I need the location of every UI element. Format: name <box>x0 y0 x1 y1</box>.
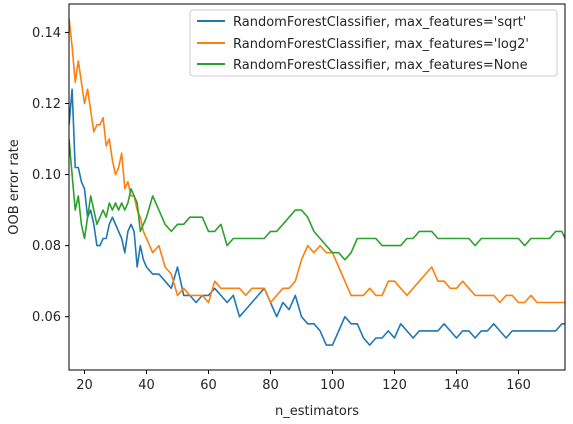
x-tick-label: 160 <box>506 378 531 393</box>
legend-label-sqrt: RandomForestClassifier, max_features='sq… <box>233 15 526 30</box>
x-tick-label: 80 <box>262 378 279 393</box>
x-tick-label: 40 <box>138 378 155 393</box>
y-tick-label: 0.06 <box>32 310 61 325</box>
series-line-sqrt <box>69 89 565 345</box>
legend-label-log2: RandomForestClassifier, max_features='lo… <box>233 37 529 52</box>
y-tick-label: 0.10 <box>32 168 61 183</box>
y-tick-label: 0.12 <box>32 97 61 112</box>
y-tick-label: 0.14 <box>32 26 61 41</box>
x-tick-label: 100 <box>320 378 345 393</box>
y-axis: 0.06 0.08 0.10 0.12 0.14 <box>32 26 69 325</box>
x-tick-label: 20 <box>76 378 93 393</box>
x-axis: 20 40 60 80 100 120 140 160 <box>76 370 531 393</box>
x-tick-label: 120 <box>382 378 407 393</box>
legend: RandomForestClassifier, max_features='sq… <box>190 10 557 76</box>
y-axis-label: OOB error rate <box>7 139 22 235</box>
x-tick-label: 60 <box>200 378 217 393</box>
y-tick-label: 0.08 <box>32 239 61 254</box>
x-axis-label: n_estimators <box>275 404 359 419</box>
x-tick-label: 140 <box>444 378 469 393</box>
series-line-none <box>69 139 565 260</box>
legend-label-none: RandomForestClassifier, max_features=Non… <box>233 58 528 73</box>
